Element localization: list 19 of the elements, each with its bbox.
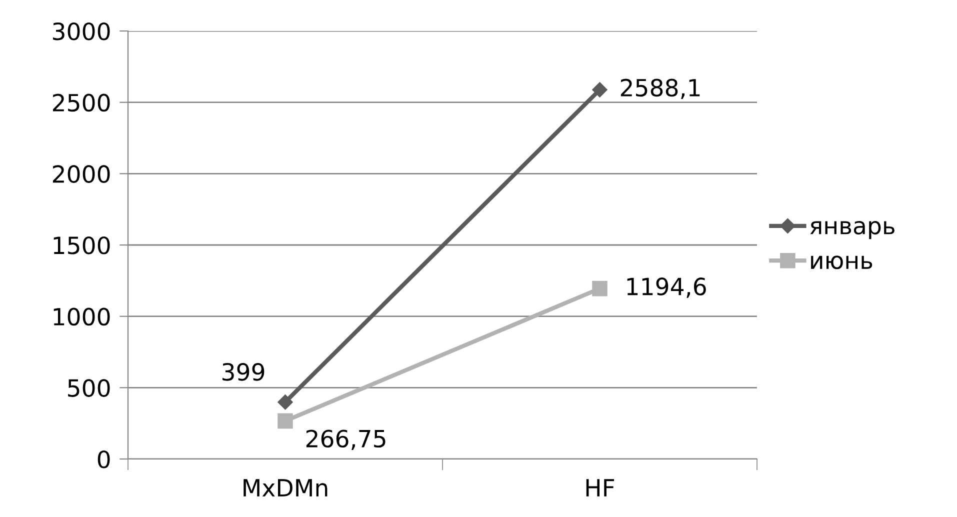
y-tick-label: 2000	[52, 165, 110, 183]
legend-label: январь	[810, 220, 894, 240]
y-tick-label: 0	[98, 450, 110, 468]
point	[592, 280, 608, 296]
point	[278, 394, 293, 410]
y-tick-label: 500	[68, 379, 110, 397]
y-tick-label: 1000	[54, 308, 110, 326]
x-tick-label: HF	[586, 479, 614, 496]
point	[592, 82, 608, 98]
data-label: 266,75	[306, 430, 386, 450]
y-tick-label: 2500	[52, 94, 110, 112]
y-tick-label: 3000	[53, 22, 110, 40]
point	[278, 413, 293, 429]
y-tick-label: 1500	[54, 236, 110, 254]
legend-label: июнь	[811, 256, 872, 270]
x-tick-label: MxDMn	[244, 479, 328, 496]
data-label: 1194,6	[627, 278, 706, 298]
data-label: 2588,1	[620, 78, 700, 100]
data-label: 399	[222, 362, 264, 381]
